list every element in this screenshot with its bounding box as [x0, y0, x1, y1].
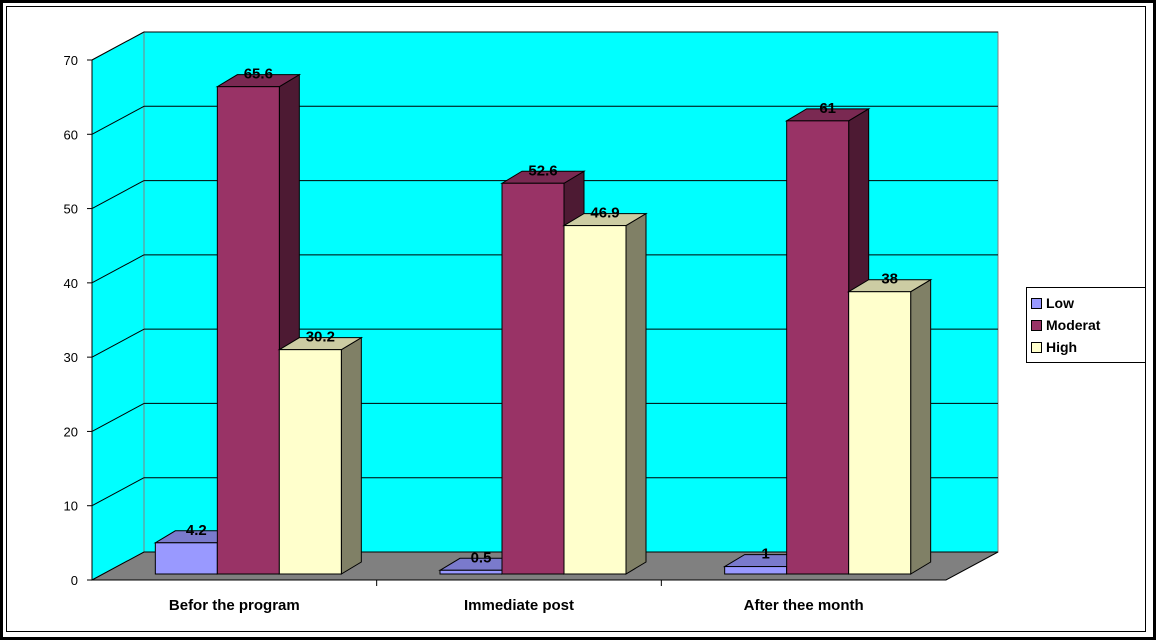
bar-high-after-thee-month [848, 291, 912, 575]
bar-low-befor-the-program [154, 542, 218, 575]
data-label-high-after-thee-month: 38 [881, 271, 898, 288]
data-label-moderat-after-thee-month: 61 [819, 100, 836, 117]
x-tick-label-immediate-post: Immediate post [464, 597, 574, 614]
y-tick-label: 20 [64, 424, 78, 439]
side-wall [91, 31, 145, 581]
x-tick-label-after-thee-month: After thee month [744, 597, 864, 614]
data-label-low-immediate-post: 0.5 [471, 549, 492, 566]
x-tick-label-befor-the-program: Befor the program [169, 597, 300, 614]
bar-side-high-after-thee-month [910, 278, 932, 575]
legend-label-moderat: Moderat [1046, 317, 1101, 333]
y-tick-label: 50 [64, 202, 78, 217]
legend-label-high: High [1046, 339, 1078, 355]
legend-item-high: High [1031, 336, 1141, 358]
gridline-side [91, 328, 145, 358]
legend-swatch-low [1031, 297, 1042, 309]
y-tick-label: 70 [64, 53, 78, 68]
bar-low-after-thee-month [724, 566, 788, 575]
bar-moderat-befor-the-program [216, 86, 280, 575]
legend-item-moderat: Moderat [1031, 314, 1141, 336]
data-label-low-befor-the-program: 4.2 [186, 522, 207, 539]
data-label-moderat-befor-the-program: 65.6 [244, 66, 273, 83]
bar-side-high-befor-the-program [340, 336, 362, 575]
gridline-side [91, 31, 145, 61]
bar-moderat-immediate-post [501, 182, 565, 575]
gridline-side [91, 105, 145, 135]
legend-swatch-moderat [1031, 319, 1042, 331]
bar-low-immediate-post [439, 569, 503, 575]
legend-label-low: Low [1046, 295, 1074, 311]
bar-high-immediate-post [563, 225, 627, 575]
bar-high-befor-the-program [278, 349, 342, 575]
legend-item-low: Low [1031, 292, 1141, 314]
y-tick-label: 40 [64, 276, 78, 291]
data-label-low-after-thee-month: 1 [761, 546, 769, 563]
gridline-side [91, 180, 145, 210]
gridline-side [91, 402, 145, 432]
y-tick-label: 0 [71, 573, 78, 588]
legend: Low Moderat High [1026, 287, 1146, 363]
y-tick-label: 60 [64, 127, 78, 142]
gridline-side [91, 254, 145, 284]
bar-moderat-after-thee-month [786, 120, 850, 575]
data-label-moderat-immediate-post: 52.6 [528, 162, 557, 179]
data-label-high-immediate-post: 46.9 [590, 205, 619, 222]
bar-side-high-immediate-post [625, 212, 647, 575]
legend-swatch-high [1031, 341, 1042, 353]
gridline-side [91, 477, 145, 507]
y-tick-label: 10 [64, 499, 78, 514]
y-tick-label: 30 [64, 350, 78, 365]
data-label-high-befor-the-program: 30.2 [306, 329, 335, 346]
